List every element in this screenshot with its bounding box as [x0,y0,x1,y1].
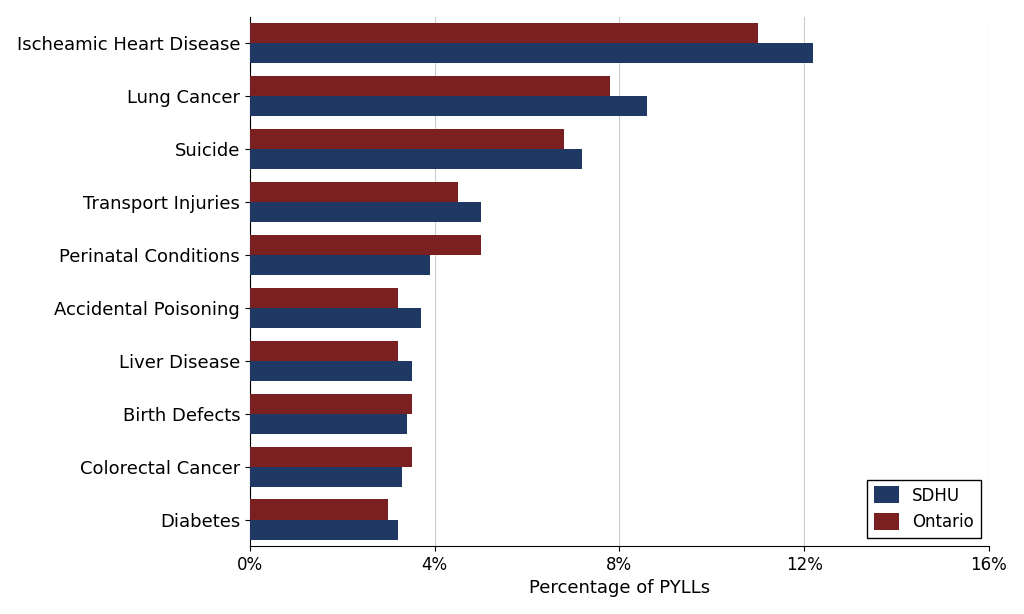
X-axis label: Percentage of PYLLs: Percentage of PYLLs [528,580,710,597]
Bar [250,235,481,255]
Bar [250,394,412,414]
Legend: SDHU, Ontario: SDHU, Ontario [867,480,981,538]
Bar [250,519,397,540]
Bar [250,467,402,487]
Bar [250,288,397,308]
Bar [250,202,481,222]
Bar [250,23,758,43]
Bar [250,361,412,381]
Bar [250,446,412,467]
Bar [250,129,564,149]
Bar [250,255,430,275]
Bar [250,414,407,434]
Bar [250,182,458,202]
Bar [250,96,647,116]
Bar [250,308,421,328]
Bar [250,43,813,63]
Bar [250,341,397,361]
Bar [250,499,388,519]
Bar [250,76,610,96]
Bar [250,149,583,169]
